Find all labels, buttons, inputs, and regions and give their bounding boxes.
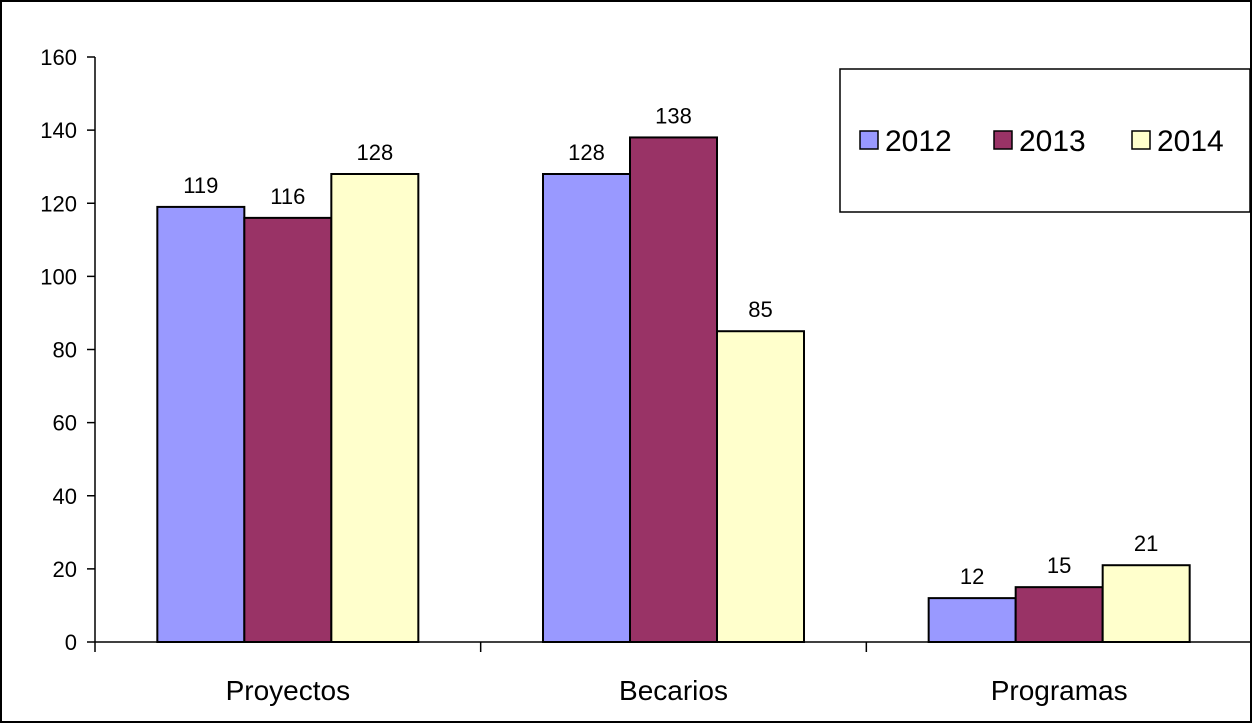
bar-becarios-2012 bbox=[542, 173, 631, 643]
legend-label-2013: 2013 bbox=[1019, 125, 1086, 158]
bar-becarios-2013 bbox=[629, 136, 718, 643]
y-tick-label: 40 bbox=[53, 484, 77, 509]
legend-label-2012: 2012 bbox=[885, 125, 952, 158]
legend: 2012 2013 2014 bbox=[839, 68, 1251, 213]
bar-proyectos-2012 bbox=[156, 205, 246, 643]
data-label: 119 bbox=[183, 173, 218, 198]
data-label: 15 bbox=[1047, 553, 1071, 578]
y-tick-label: 60 bbox=[53, 411, 77, 436]
bar-proyectos-2013 bbox=[243, 216, 333, 643]
bar-programas-2014 bbox=[1101, 564, 1191, 643]
legend-label-2014: 2014 bbox=[1157, 125, 1224, 158]
x-category-label: Programas bbox=[991, 675, 1128, 706]
legend-swatch-2013 bbox=[993, 130, 1013, 150]
y-tick-label: 120 bbox=[40, 191, 77, 216]
bar-programas-2013 bbox=[1014, 586, 1104, 643]
y-tick-label: 0 bbox=[65, 630, 77, 655]
data-label: 12 bbox=[960, 564, 984, 589]
x-category-label: Becarios bbox=[619, 675, 728, 706]
data-label: 128 bbox=[568, 140, 605, 165]
y-tick-label: 20 bbox=[53, 557, 77, 582]
data-label: 116 bbox=[270, 184, 305, 209]
axes-layer: 0 20 40 60 80 100 120 140 160 Proyectos Becarios Pr… bbox=[40, 45, 1252, 706]
x-category-label: Proyectos bbox=[226, 675, 351, 706]
y-tick-label: 80 bbox=[53, 338, 77, 363]
y-tick-label: 100 bbox=[40, 264, 77, 289]
legend-swatch-2014 bbox=[1131, 130, 1151, 150]
data-label: 21 bbox=[1134, 531, 1158, 556]
legend-swatch-2012 bbox=[859, 130, 879, 150]
legend-box bbox=[839, 68, 1251, 213]
data-labels-layer: 119 128 12 116 138 15 128 85 21 bbox=[183, 103, 1158, 589]
y-tick-label: 160 bbox=[40, 45, 77, 70]
bar-programas-2012 bbox=[927, 597, 1017, 643]
y-tick-label: 140 bbox=[40, 118, 77, 143]
bars-layer bbox=[156, 136, 1191, 643]
bar-becarios-2014 bbox=[716, 330, 805, 643]
data-label: 138 bbox=[655, 103, 692, 128]
data-label: 128 bbox=[356, 140, 393, 165]
data-label: 85 bbox=[748, 297, 772, 322]
bar-proyectos-2014 bbox=[330, 173, 420, 643]
